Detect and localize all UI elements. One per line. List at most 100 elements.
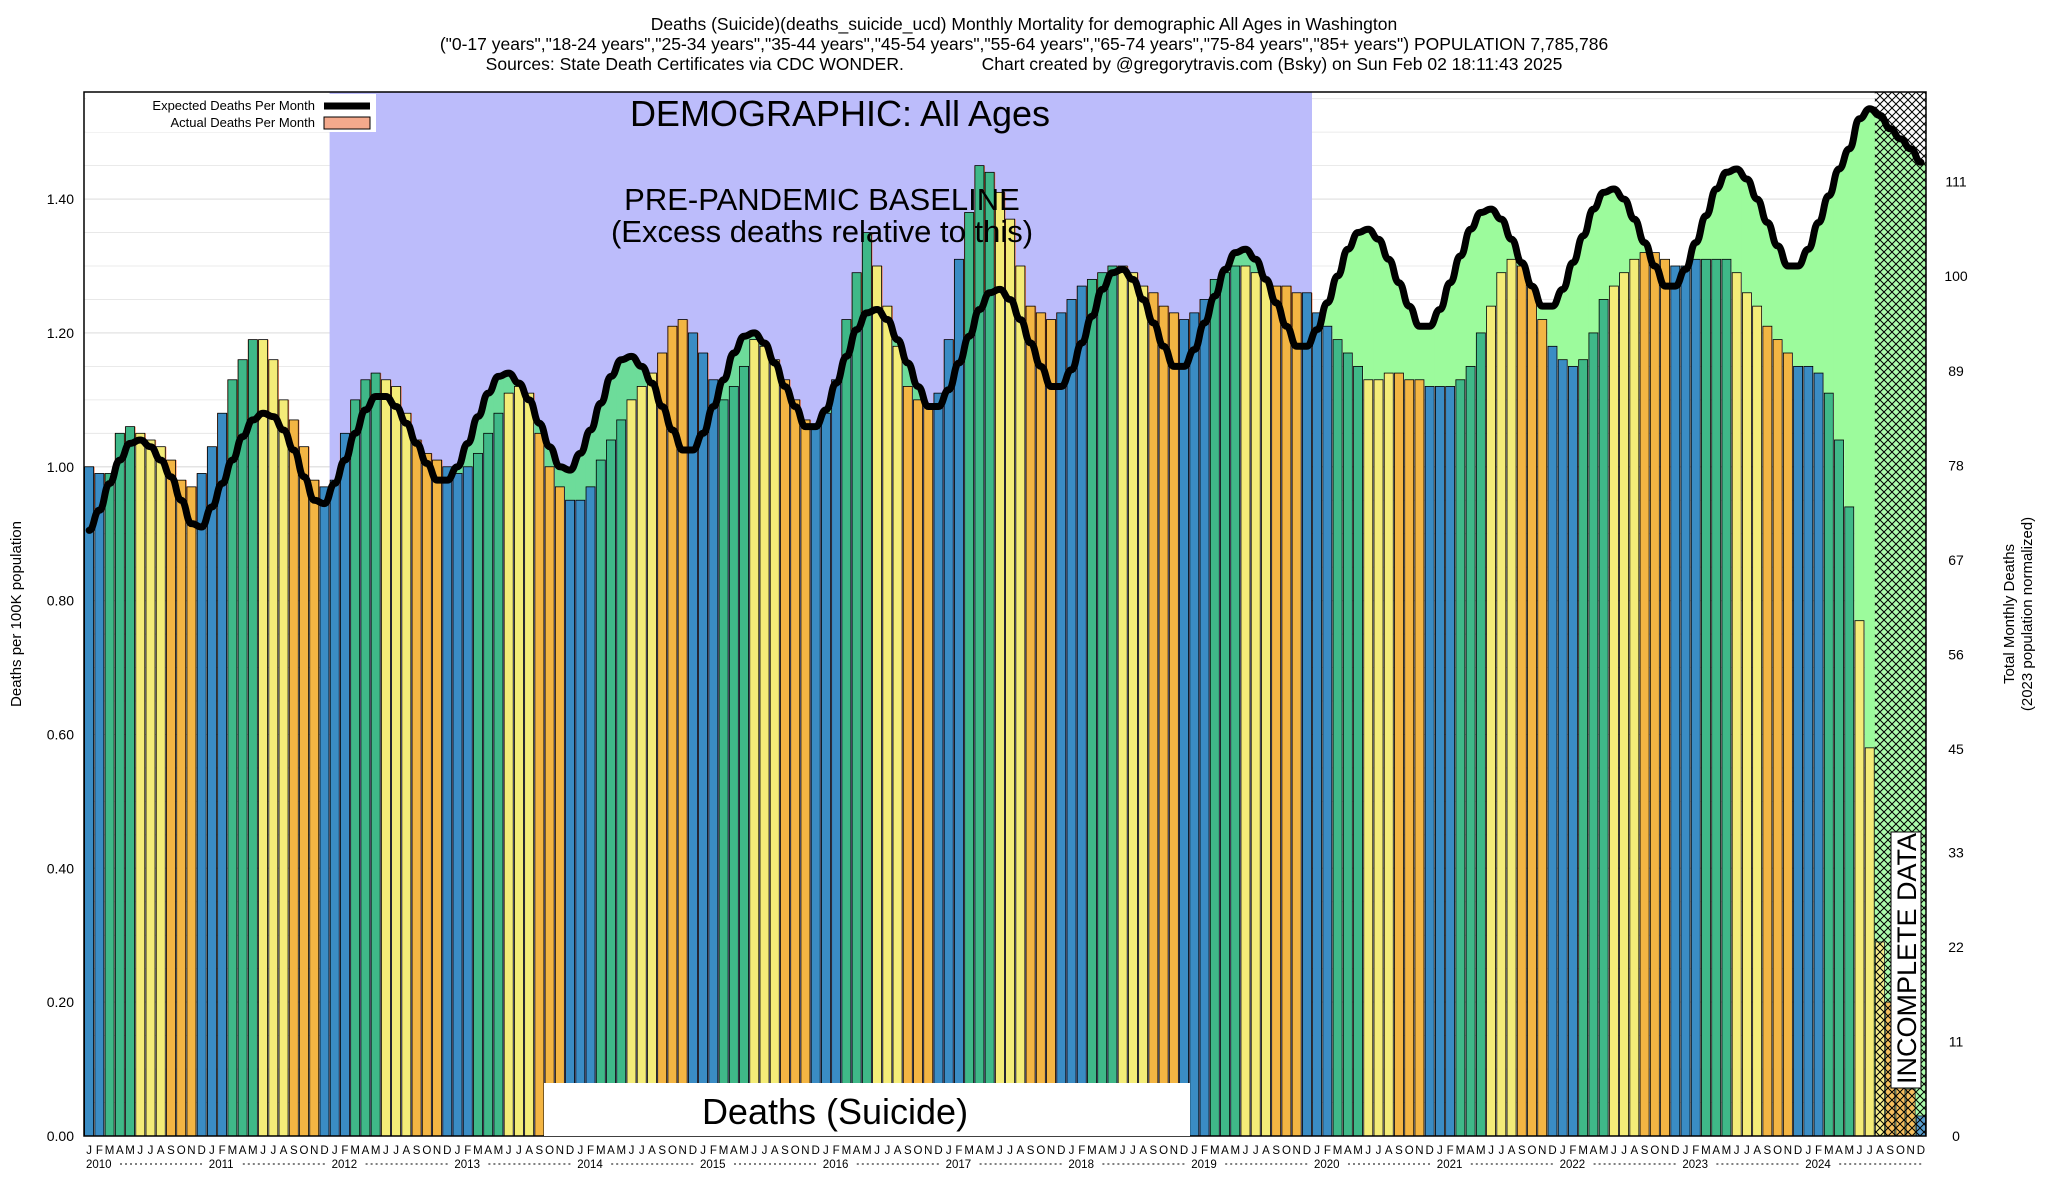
bar <box>1035 312 1046 1137</box>
bar <box>851 272 862 1137</box>
bar <box>1608 285 1619 1137</box>
x-tick-label: M <box>125 1145 135 1157</box>
x-tick-label: J <box>1498 1145 1504 1157</box>
x-tick-label: A <box>976 1145 984 1157</box>
x-tick-label: A <box>853 1145 861 1157</box>
x-tick-label: J <box>1611 1145 1617 1157</box>
bar <box>1015 265 1026 1137</box>
bar <box>329 479 340 1137</box>
x-tick-label: F <box>1201 1145 1208 1157</box>
bar <box>1465 365 1476 1137</box>
x-tick-label: N <box>187 1145 195 1157</box>
y2-tick-label: 45 <box>1948 741 1964 757</box>
x-tick-label: A <box>157 1145 165 1157</box>
x-tick-label: J <box>1243 1145 1249 1157</box>
bar <box>1670 265 1681 1137</box>
x-tick-label: J <box>332 1145 338 1157</box>
x-tick-label: J <box>751 1145 757 1157</box>
x-tick-label: D <box>1794 1145 1802 1157</box>
bar <box>84 466 95 1137</box>
x-year-label: 2015 <box>700 1159 726 1171</box>
x-year-label: 2019 <box>1191 1159 1217 1171</box>
x-tick-label: D <box>1057 1145 1065 1157</box>
x-tick-label: M <box>371 1145 381 1157</box>
bar <box>1803 365 1814 1137</box>
x-tick-label: M <box>248 1145 258 1157</box>
bar <box>994 191 1005 1137</box>
shortfall-fill <box>1711 189 1722 260</box>
x-tick-label: M <box>1353 1145 1363 1157</box>
x-tick-label: F <box>1569 1145 1576 1157</box>
shortfall-fill <box>1434 309 1446 387</box>
bar <box>391 386 402 1137</box>
x-tick-label: S <box>1027 1145 1035 1157</box>
bar <box>206 446 217 1137</box>
incomplete-label-box <box>1890 831 1922 1089</box>
bar <box>1117 265 1128 1137</box>
x-tick-label: J <box>762 1145 768 1157</box>
x-tick-label: J <box>455 1145 461 1157</box>
deficit-fill <box>728 353 740 387</box>
bar <box>473 452 483 1137</box>
bar <box>1629 258 1640 1137</box>
bar <box>534 432 545 1137</box>
x-year-label: 2021 <box>1437 1159 1463 1171</box>
y-axis-label: Deaths per 100K population <box>8 521 25 707</box>
x-tick-label: A <box>280 1145 288 1157</box>
x-tick-label: S <box>1764 1145 1772 1157</box>
x-tick-label: J <box>209 1145 215 1157</box>
bar <box>370 372 381 1137</box>
bar <box>514 386 524 1137</box>
bar <box>626 399 637 1137</box>
bar <box>913 399 923 1137</box>
bar <box>217 412 228 1137</box>
bar <box>1864 747 1875 1137</box>
bar <box>718 399 729 1137</box>
shortfall-fill <box>1537 306 1548 320</box>
deficit-fill <box>575 453 586 501</box>
shortfall-fill <box>1792 266 1804 367</box>
bar <box>1046 319 1056 1137</box>
bar <box>166 459 176 1137</box>
x-tick-label: D <box>1426 1145 1434 1157</box>
shortfall-fill <box>1465 229 1477 367</box>
bar <box>483 432 494 1137</box>
x-tick-label: J <box>393 1145 399 1157</box>
bar <box>1762 325 1773 1137</box>
x-tick-label: S <box>536 1145 544 1157</box>
x-tick-label: A <box>1753 1145 1761 1157</box>
x-tick-label: J <box>577 1145 583 1157</box>
bar <box>872 265 882 1137</box>
x-tick-label: M <box>616 1145 626 1157</box>
bar <box>268 359 279 1137</box>
y2-tick-label: 100 <box>1944 268 1968 284</box>
bar <box>647 372 657 1137</box>
bar <box>452 473 463 1137</box>
shortfall-fill <box>1383 259 1395 374</box>
x-tick-label: O <box>1159 1145 1168 1157</box>
shortfall-fill <box>1445 282 1456 387</box>
bar <box>1854 620 1865 1137</box>
x-tick-label: F <box>1692 1145 1699 1157</box>
x-tick-label: J <box>1376 1145 1382 1157</box>
deficit-fill <box>483 393 494 434</box>
x-tick-label: J <box>1069 1145 1075 1157</box>
bar <box>319 486 330 1137</box>
y-tick-label: 0.40 <box>47 860 74 876</box>
y2-tick-label: 89 <box>1948 363 1964 379</box>
bar <box>565 499 575 1137</box>
y-tick-label: 0.80 <box>47 593 74 609</box>
x-tick-label: J <box>506 1145 512 1157</box>
x-tick-label: A <box>1221 1145 1229 1157</box>
y2-tick-label: 67 <box>1948 552 1964 568</box>
x-tick-label: M <box>228 1145 238 1157</box>
shortfall-fill <box>1690 242 1702 260</box>
bar <box>1711 258 1722 1137</box>
x-tick-label: J <box>148 1145 154 1157</box>
x-tick-label: J <box>823 1145 829 1157</box>
baseline-label-line2: (Excess deaths relative to this) <box>611 214 1033 249</box>
bar <box>94 473 105 1137</box>
x-tick-label: N <box>1292 1145 1300 1157</box>
chart-title-block: Deaths (Suicide)(deaths_suicide_ucd) Mon… <box>0 14 2048 74</box>
